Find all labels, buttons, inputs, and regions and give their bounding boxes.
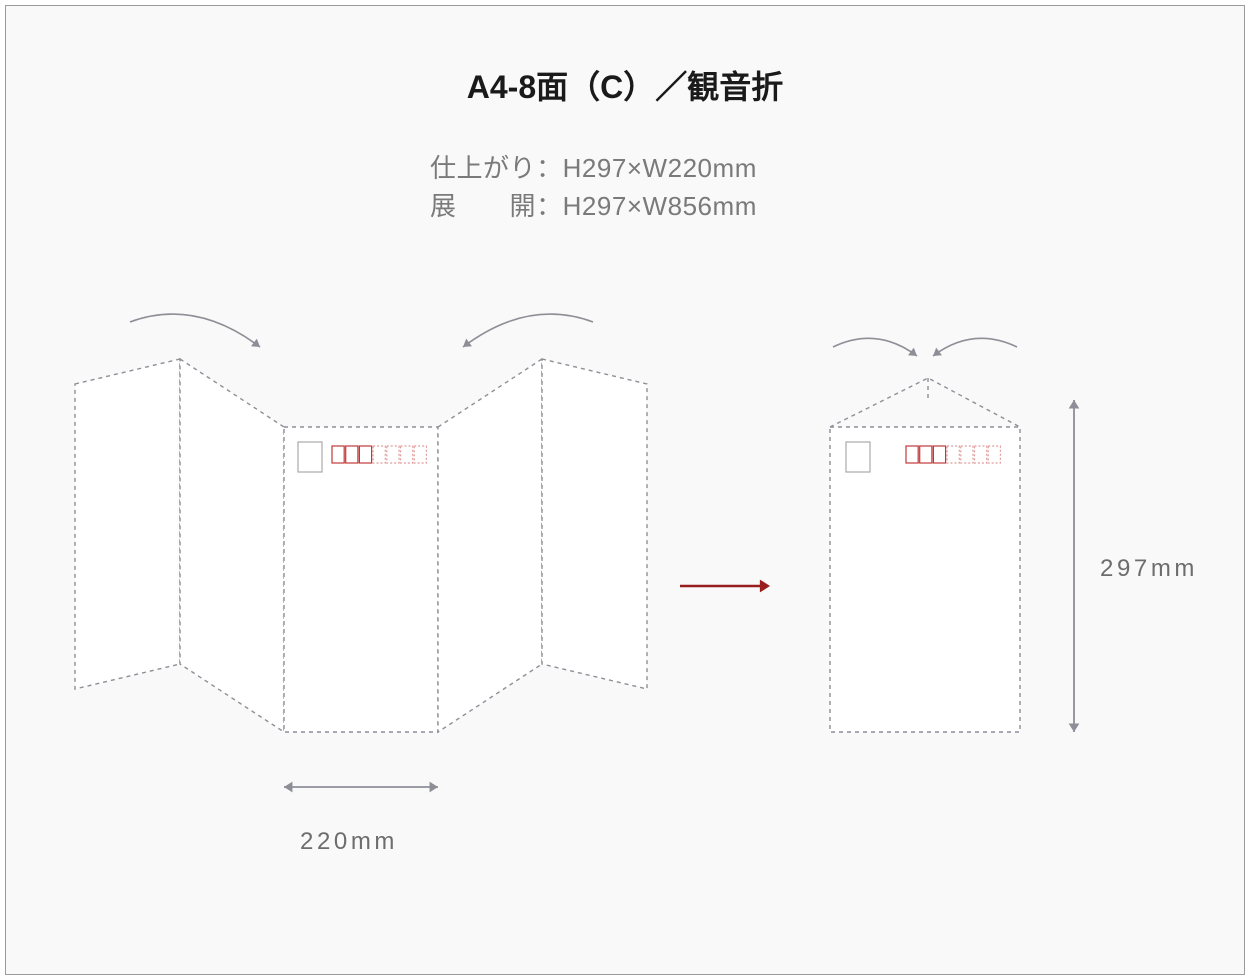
diagram-svg — [0, 0, 1250, 980]
